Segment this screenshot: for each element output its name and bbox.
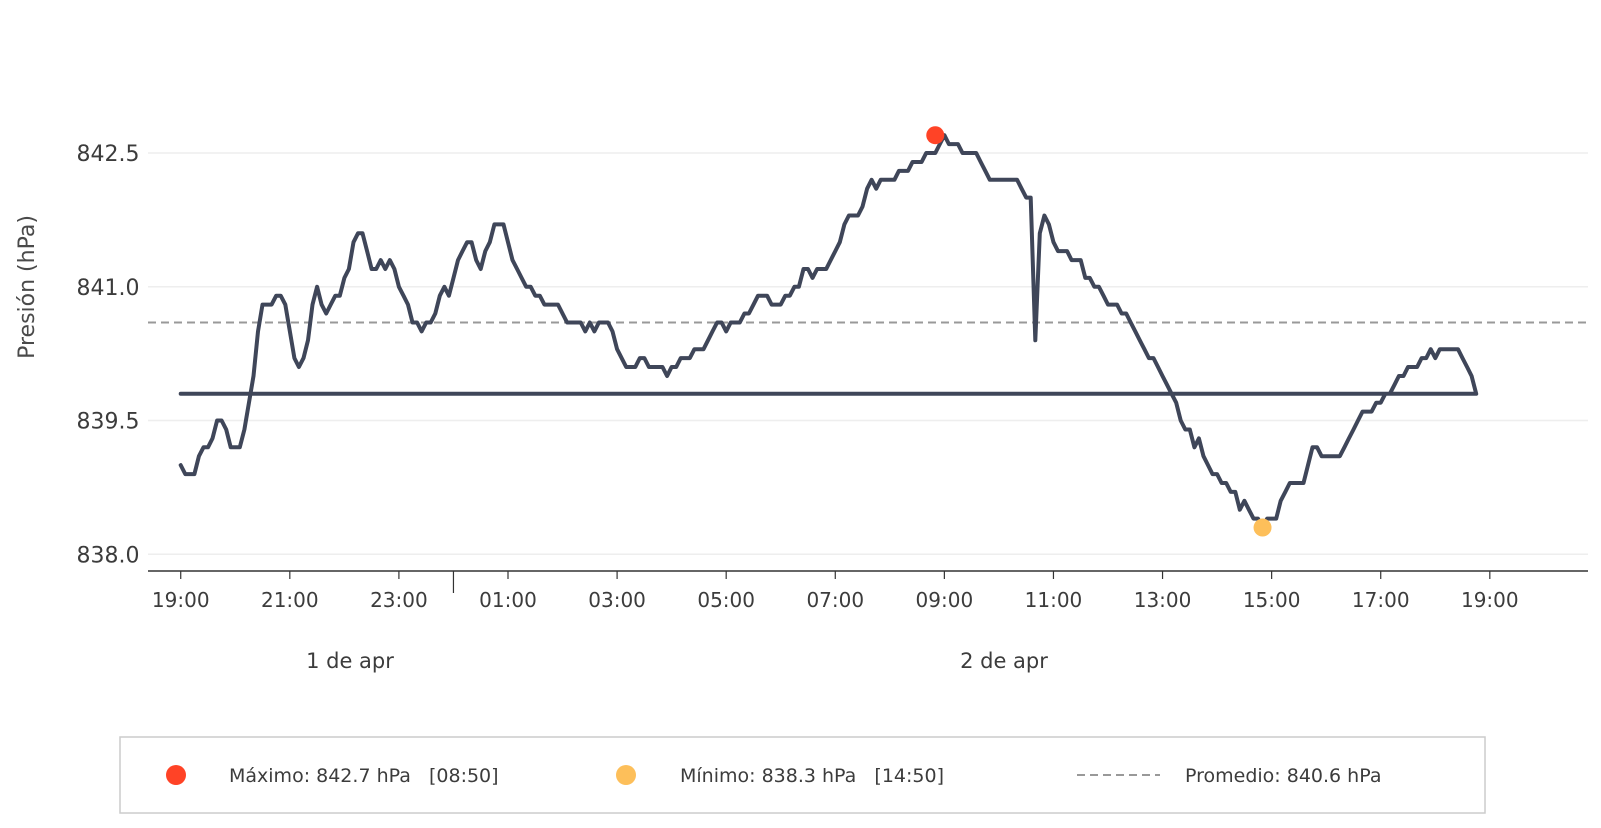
legend-min-marker: [616, 765, 636, 785]
legend-max-label: Máximo: 842.7 hPa [08:50]: [229, 765, 499, 787]
x-tick-label: 01:00: [479, 588, 537, 612]
x-tick-label: 13:00: [1134, 588, 1192, 612]
x-tick-label: 09:00: [916, 588, 974, 612]
min-point-marker: [1253, 518, 1272, 537]
y-axis-label: Presión (hPa): [15, 215, 40, 359]
legend-frame: [119, 736, 1486, 814]
day-label-2: 2 de apr: [960, 649, 1048, 673]
x-tick-label: 21:00: [261, 588, 319, 612]
legend-average-label: Promedio: 840.6 hPa: [1185, 765, 1381, 787]
x-tick-label: 11:00: [1025, 588, 1083, 612]
x-tick-label: 05:00: [697, 588, 755, 612]
x-tick-label: 07:00: [806, 588, 864, 612]
y-tick-label: 841.0: [77, 276, 140, 301]
legend: Máximo: 842.7 hPa [08:50] Mínimo: 838.3 …: [119, 736, 1486, 814]
day-label-1: 1 de apr: [306, 649, 394, 673]
y-tick-labels: 838.0 839.5 841.0 842.5: [77, 142, 140, 568]
x-ticks: 19:00 21:00 23:00 01:00 03:00 05:00 07:00 09:00…: [152, 571, 1519, 612]
y-tick-label: 838.0: [77, 543, 140, 568]
x-tick-label: 23:00: [370, 588, 428, 612]
pressure-series-line: [178, 133, 1479, 530]
legend-min-label: Mínimo: 838.3 hPa [14:50]: [680, 765, 944, 787]
y-tick-label: 839.5: [77, 410, 140, 435]
y-gridlines: [148, 152, 1588, 556]
y-tick-label: 842.5: [77, 142, 140, 167]
x-tick-label: 15:00: [1243, 588, 1301, 612]
x-tick-label: 19:00: [1461, 588, 1519, 612]
max-point-marker: [926, 126, 945, 145]
x-tick-label: 17:00: [1352, 588, 1410, 612]
legend-max-marker: [166, 765, 186, 785]
x-tick-label: 19:00: [152, 588, 210, 612]
x-tick-label: 03:00: [588, 588, 646, 612]
